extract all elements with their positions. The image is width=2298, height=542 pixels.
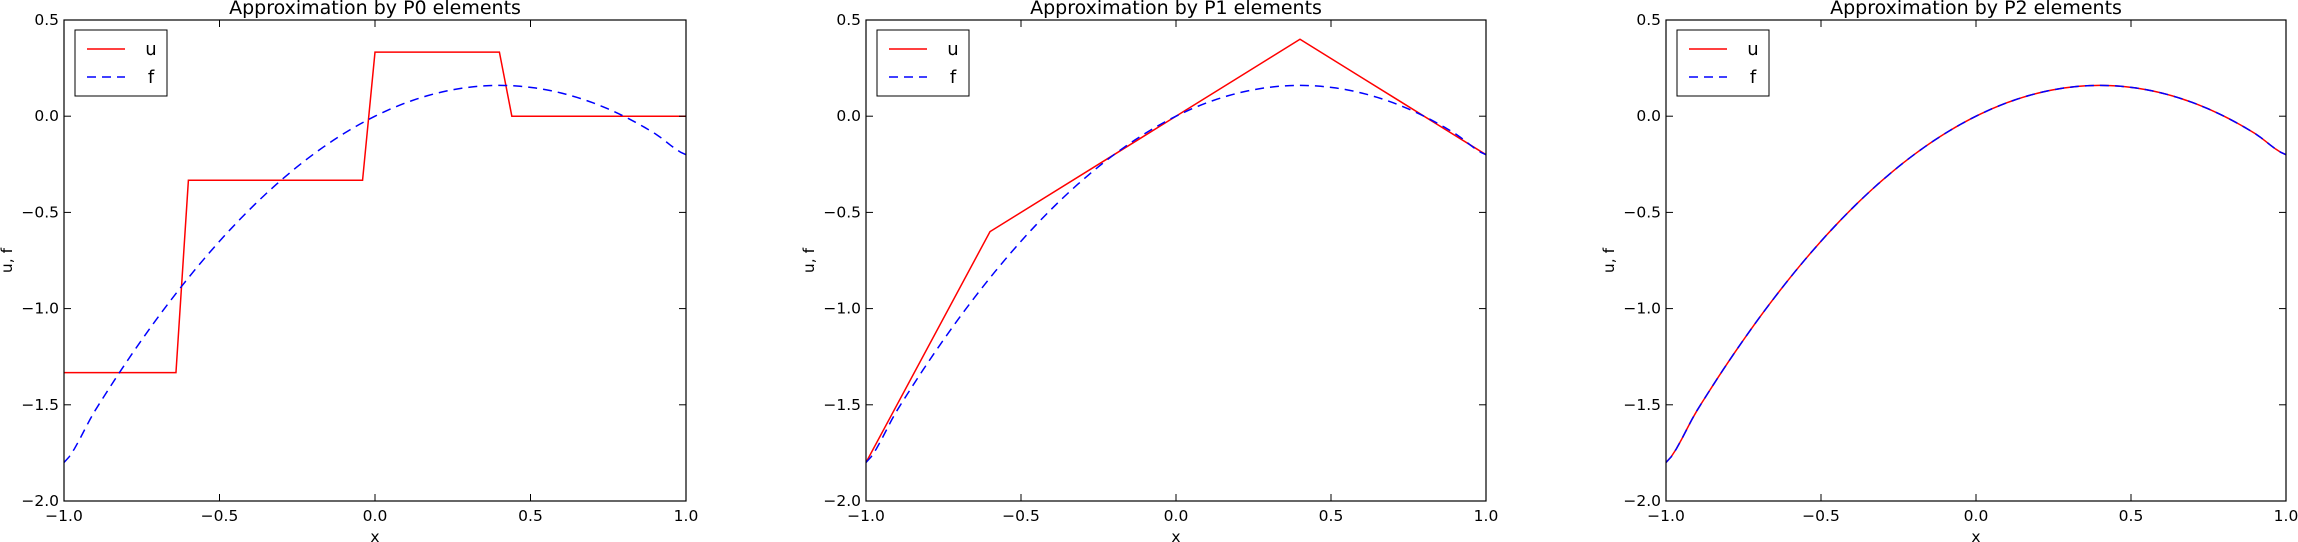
- series-line-f: [1666, 84, 2286, 464]
- legend-box: [876, 29, 970, 97]
- legend-label-f: f: [1750, 67, 1757, 88]
- chart-title: Approximation by P1 elements: [1030, 0, 1322, 19]
- series-line-u: [1666, 84, 2286, 464]
- y-tick-label: −1.5: [1623, 396, 1661, 414]
- x-tick-label: −1.0: [45, 507, 83, 525]
- y-tick-label: 0.0: [836, 107, 861, 125]
- x-tick-label: 0.5: [518, 507, 543, 525]
- x-tick-label: 1.0: [2274, 507, 2298, 525]
- y-axis-label: u, f: [1600, 247, 1618, 273]
- y-tick-label: −2.0: [823, 492, 861, 510]
- x-tick-label: −0.5: [1002, 507, 1040, 525]
- y-tick-label: −0.5: [823, 203, 861, 221]
- y-tick-label: −1.0: [1623, 300, 1661, 318]
- y-tick-label: 0.0: [1636, 107, 1661, 125]
- x-axis-label: x: [1171, 528, 1180, 542]
- chart-panel-2: Approximation by P2 elements −1.0 −0.5 0.0 0…: [1600, 0, 2298, 542]
- x-axis-label: x: [1971, 528, 1980, 542]
- x-tick-label: −1.0: [1647, 507, 1685, 525]
- chart-title: Approximation by P0 elements: [229, 0, 521, 19]
- y-tick-label: 0.0: [34, 107, 59, 125]
- y-axis-label: u, f: [800, 247, 818, 273]
- y-tick-label: −1.5: [21, 396, 59, 414]
- plot-area: [64, 51, 686, 464]
- x-tick-label: 0.0: [363, 507, 388, 525]
- legend-label-u: u: [947, 39, 958, 60]
- x-tick-label: 1.0: [1474, 507, 1499, 525]
- legend-label-f: f: [950, 67, 957, 88]
- y-tick-label: −2.0: [21, 492, 59, 510]
- y-tick-label: 0.5: [1636, 11, 1661, 29]
- x-tick-label: 0.0: [1164, 507, 1189, 525]
- x-tick-label: 1.0: [674, 507, 699, 525]
- chart-title: Approximation by P2 elements: [1830, 0, 2122, 19]
- x-tick-label: −0.5: [201, 507, 239, 525]
- y-tick-label: −0.5: [1623, 203, 1661, 221]
- legend-box: [1676, 29, 1770, 97]
- y-tick-label: 0.5: [836, 11, 861, 29]
- legend-label-u: u: [145, 39, 156, 60]
- legend: uf: [876, 29, 970, 97]
- chart-panel-0: Approximation by P0 elements −1.0 −0.5 0.0 0…: [0, 0, 698, 542]
- legend: uf: [74, 29, 168, 97]
- series-line-u: [64, 51, 686, 374]
- x-axis-label: x: [370, 528, 379, 542]
- y-axis-label: u, f: [0, 247, 16, 273]
- y-tick-label: −2.0: [1623, 492, 1661, 510]
- y-tick-label: −1.0: [823, 300, 861, 318]
- x-tick-label: −1.0: [847, 507, 885, 525]
- legend: uf: [1676, 29, 1770, 97]
- series-line-f: [64, 84, 686, 464]
- plot-area: [1666, 84, 2286, 464]
- x-tick-label: 0.5: [2119, 507, 2144, 525]
- series-line-f: [866, 84, 1486, 464]
- y-tick-label: −1.0: [21, 300, 59, 318]
- series-line-u: [866, 38, 1486, 463]
- plot-area: [866, 38, 1486, 464]
- y-tick-label: −1.5: [823, 396, 861, 414]
- legend-label-f: f: [148, 67, 155, 88]
- x-tick-label: 0.5: [1319, 507, 1344, 525]
- y-tick-label: −0.5: [21, 203, 59, 221]
- x-tick-label: 0.0: [1964, 507, 1989, 525]
- x-tick-label: −0.5: [1802, 507, 1840, 525]
- chart-panel-1: Approximation by P1 elements −1.0 −0.5 0.0 0…: [800, 0, 1498, 542]
- legend-label-u: u: [1747, 39, 1758, 60]
- legend-box: [74, 29, 168, 97]
- y-tick-label: 0.5: [34, 11, 59, 29]
